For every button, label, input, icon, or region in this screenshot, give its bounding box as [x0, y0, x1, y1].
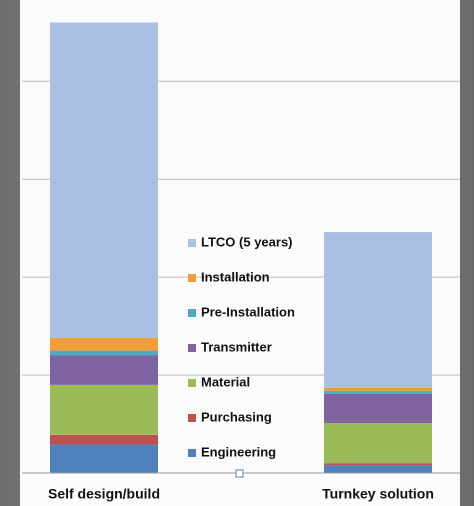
legend-swatch — [188, 239, 196, 247]
bar-segment — [50, 435, 158, 445]
legend-swatch — [188, 414, 196, 422]
bar-segment — [50, 445, 158, 473]
legend-label: Installation — [201, 269, 270, 284]
bar-segment — [324, 423, 432, 463]
legend-label: Purchasing — [201, 409, 272, 424]
bar-segment — [50, 23, 158, 338]
bar-segment — [324, 391, 432, 394]
legend-label: Engineering — [201, 444, 276, 459]
bar-segment — [324, 232, 432, 388]
legend-swatch — [188, 344, 196, 352]
chart: Self design/build Turnkey solution Enginee… — [0, 0, 474, 506]
bar-segment — [324, 465, 432, 473]
bar-segment — [50, 351, 158, 356]
legend-label: Material — [201, 374, 250, 389]
bar-segment — [324, 388, 432, 391]
x-tick-label: Turnkey solution — [322, 486, 434, 502]
legend-swatch — [188, 274, 196, 282]
legend-label: Pre-Installation — [201, 304, 295, 319]
legend-label: Transmitter — [201, 339, 272, 354]
bar-segment — [50, 338, 158, 351]
legend-swatch — [188, 309, 196, 317]
bar-segment — [324, 463, 432, 465]
selection-handle — [236, 470, 243, 477]
bar-segment — [50, 385, 158, 435]
bar-segment — [324, 394, 432, 423]
bar-segment — [50, 355, 158, 384]
legend-swatch — [188, 379, 196, 387]
legend-swatch — [188, 449, 196, 457]
x-tick-label: Self design/build — [48, 486, 160, 502]
legend-label: LTCO (5 years) — [201, 234, 293, 249]
